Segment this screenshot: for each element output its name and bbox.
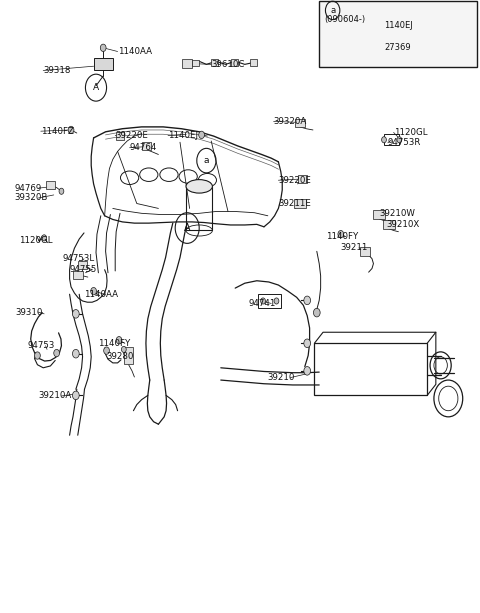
Bar: [73, 270, 83, 278]
Text: 94753L: 94753L: [62, 254, 95, 263]
Ellipse shape: [186, 180, 212, 193]
Circle shape: [121, 346, 126, 352]
Circle shape: [313, 308, 320, 317]
Text: 39211: 39211: [341, 243, 368, 252]
Text: 94753R: 94753R: [388, 139, 421, 147]
Bar: [250, 59, 257, 66]
Circle shape: [72, 391, 79, 400]
FancyBboxPatch shape: [319, 1, 477, 67]
Circle shape: [338, 230, 344, 238]
Circle shape: [100, 44, 106, 51]
Text: A: A: [184, 223, 191, 233]
Circle shape: [91, 287, 96, 295]
Text: 39320B: 39320B: [14, 194, 48, 202]
Bar: [384, 134, 399, 145]
Bar: [360, 247, 370, 256]
Bar: [46, 181, 55, 189]
Circle shape: [337, 26, 344, 35]
Circle shape: [199, 131, 204, 139]
Circle shape: [304, 296, 311, 305]
Circle shape: [382, 137, 386, 143]
Circle shape: [261, 298, 265, 304]
Text: 1140FY: 1140FY: [98, 340, 131, 348]
Bar: [298, 175, 307, 183]
Circle shape: [68, 126, 74, 134]
Text: 1140FY: 1140FY: [326, 232, 359, 241]
Text: 39210A: 39210A: [38, 392, 72, 400]
Bar: [295, 118, 305, 126]
Bar: [116, 132, 124, 140]
Bar: [373, 210, 385, 219]
Circle shape: [35, 352, 40, 359]
Text: 94753: 94753: [28, 341, 55, 350]
Bar: [94, 58, 113, 70]
Text: 39210X: 39210X: [386, 220, 420, 229]
Bar: [182, 59, 192, 68]
Text: 39211E: 39211E: [278, 199, 311, 208]
Text: A: A: [93, 83, 99, 92]
Bar: [383, 220, 395, 229]
Text: (090604-): (090604-): [324, 15, 365, 24]
Circle shape: [304, 339, 311, 348]
Text: 1140AA: 1140AA: [118, 47, 152, 56]
Text: a: a: [204, 156, 209, 165]
Text: 1120GL: 1120GL: [19, 236, 53, 245]
Text: 1140AA: 1140AA: [84, 291, 118, 299]
Circle shape: [274, 298, 279, 304]
Bar: [231, 59, 238, 66]
Bar: [314, 343, 427, 395]
Bar: [258, 294, 281, 308]
Text: a: a: [330, 6, 335, 15]
Bar: [78, 261, 87, 270]
Bar: [294, 199, 306, 208]
Text: 39610C: 39610C: [211, 60, 245, 69]
Text: 1120GL: 1120GL: [394, 128, 427, 137]
Text: 39310: 39310: [15, 308, 43, 316]
Text: 27369: 27369: [384, 44, 410, 52]
Text: 39220E: 39220E: [115, 131, 148, 140]
Circle shape: [59, 188, 64, 194]
Bar: [186, 186, 212, 230]
Text: 39210: 39210: [268, 373, 295, 382]
Text: 94769: 94769: [14, 184, 42, 192]
Text: 39280: 39280: [107, 352, 134, 361]
Circle shape: [397, 137, 402, 143]
Text: 39320A: 39320A: [274, 117, 307, 126]
Bar: [211, 59, 218, 66]
Text: 94764: 94764: [130, 143, 157, 152]
Circle shape: [54, 349, 60, 357]
Text: 1140FZ: 1140FZ: [41, 127, 73, 135]
Bar: [142, 142, 151, 150]
Bar: [192, 60, 199, 66]
Text: 39210W: 39210W: [379, 210, 415, 218]
Circle shape: [42, 235, 47, 241]
Bar: [124, 347, 133, 364]
Text: 1140EJ: 1140EJ: [384, 21, 413, 30]
Circle shape: [304, 367, 311, 375]
Text: 39318: 39318: [43, 66, 71, 75]
Text: 1140EJ: 1140EJ: [168, 131, 198, 140]
Text: 94755: 94755: [70, 265, 97, 274]
Circle shape: [72, 349, 79, 358]
Circle shape: [72, 310, 79, 318]
Circle shape: [116, 337, 122, 344]
Text: 39220E: 39220E: [278, 176, 311, 185]
Text: 94741: 94741: [249, 299, 276, 308]
Circle shape: [104, 347, 109, 354]
